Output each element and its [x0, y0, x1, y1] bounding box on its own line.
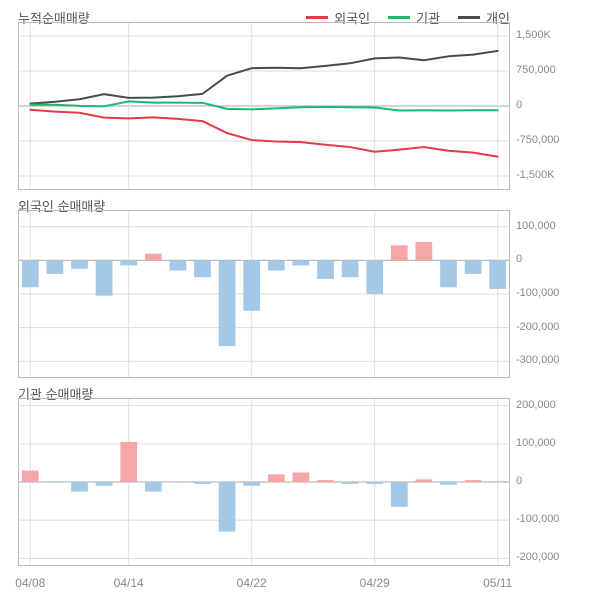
x-tick-label: 05/11: [476, 576, 520, 590]
y-tick-label: 1,500K: [516, 29, 551, 41]
y-tick-label: 750,000: [516, 64, 556, 76]
panel3-svg: [18, 398, 510, 566]
legend-swatch: [458, 16, 480, 19]
panel2-svg: [18, 210, 510, 378]
y-tick-label: -100,000: [516, 513, 559, 525]
panel1-svg: [18, 22, 510, 190]
y-tick-label: -100,000: [516, 287, 559, 299]
x-tick-label: 04/22: [230, 576, 274, 590]
y-tick-label: -200,000: [516, 321, 559, 333]
y-tick-label: 0: [516, 99, 522, 111]
x-tick-label: 04/14: [107, 576, 151, 590]
panel3-chart: [18, 398, 510, 566]
y-tick-label: 0: [516, 253, 522, 265]
y-tick-label: 0: [516, 475, 522, 487]
y-tick-label: -300,000: [516, 354, 559, 366]
y-tick-label: -750,000: [516, 134, 559, 146]
y-tick-label: -200,000: [516, 551, 559, 563]
x-tick-label: 04/08: [8, 576, 52, 590]
y-tick-label: -1,500K: [516, 169, 555, 181]
legend-swatch: [388, 16, 410, 19]
x-tick-label: 04/29: [353, 576, 397, 590]
panel1-chart: [18, 22, 510, 190]
panel2-chart: [18, 210, 510, 378]
y-tick-label: 100,000: [516, 220, 556, 232]
y-tick-label: 200,000: [516, 399, 556, 411]
chart-container: 누적순매매량 외국인 기관 개인 -1,500K-750,0000750,000…: [0, 0, 600, 604]
y-tick-label: 100,000: [516, 437, 556, 449]
legend-swatch: [306, 16, 328, 19]
